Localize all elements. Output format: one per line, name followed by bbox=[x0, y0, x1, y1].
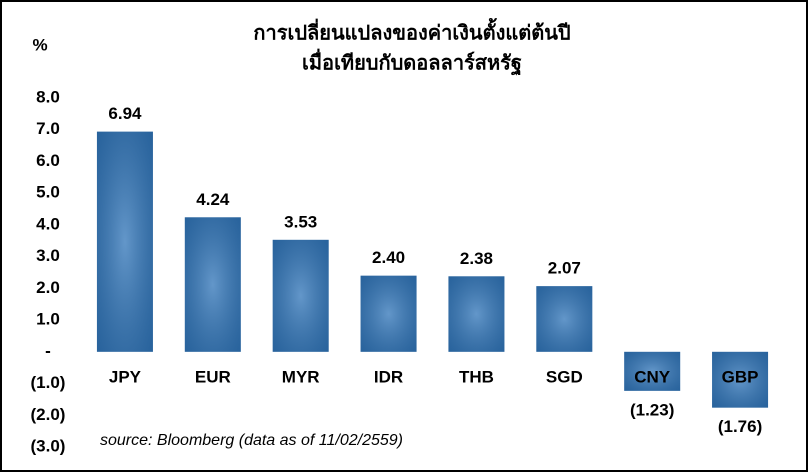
bar-shade bbox=[360, 275, 417, 352]
value-label: 2.07 bbox=[548, 259, 581, 278]
bar-shade bbox=[96, 131, 153, 352]
bar-shade bbox=[448, 276, 505, 352]
x-tick-label: THB bbox=[459, 367, 494, 386]
bar-shade bbox=[624, 351, 681, 391]
chart-title: การเปลี่ยนแปลงของค่าเงินตั้งแต่ต้นปี bbox=[253, 18, 570, 45]
y-axis-label: % bbox=[32, 35, 47, 54]
value-label: 2.40 bbox=[372, 248, 405, 267]
chart-title: เมื่อเทียบกับดอลลาร์สหรัฐ bbox=[302, 48, 522, 77]
y-tick-label: 6.0 bbox=[36, 151, 60, 170]
y-tick-label: 7.0 bbox=[36, 119, 60, 138]
x-tick-label: MYR bbox=[282, 367, 320, 386]
y-tick-label: 8.0 bbox=[36, 87, 60, 106]
annotation: source: Bloomberg (data as of 11/02/2559… bbox=[100, 432, 403, 449]
value-label: (1.23) bbox=[630, 400, 674, 419]
value-label: 4.24 bbox=[196, 190, 230, 209]
y-tick-label: - bbox=[45, 341, 51, 360]
y-tick-label: 3.0 bbox=[36, 246, 60, 265]
x-tick-label: CNY bbox=[634, 367, 671, 386]
x-tick-label: JPY bbox=[109, 367, 142, 386]
x-tick-label: IDR bbox=[374, 367, 403, 386]
y-tick-label: 1.0 bbox=[36, 310, 60, 329]
bar-shade bbox=[184, 217, 241, 352]
y-tick-label: 5.0 bbox=[36, 183, 60, 202]
y-tick-label: 4.0 bbox=[36, 214, 60, 233]
value-label: 6.94 bbox=[108, 104, 142, 123]
value-label: 2.38 bbox=[460, 249, 493, 268]
x-tick-label: GBP bbox=[722, 367, 759, 386]
y-tick-label: (3.0) bbox=[31, 436, 66, 455]
y-tick-label: 2.0 bbox=[36, 278, 60, 297]
bar-shade bbox=[536, 286, 593, 352]
value-label: 3.53 bbox=[284, 212, 317, 231]
y-tick-label: (2.0) bbox=[31, 405, 66, 424]
x-tick-label: SGD bbox=[546, 367, 583, 386]
bar-shade bbox=[712, 351, 769, 408]
y-tick-label: (1.0) bbox=[31, 373, 66, 392]
bar-shade bbox=[272, 239, 329, 352]
x-tick-label: EUR bbox=[195, 367, 231, 386]
value-label: (1.76) bbox=[718, 417, 762, 436]
